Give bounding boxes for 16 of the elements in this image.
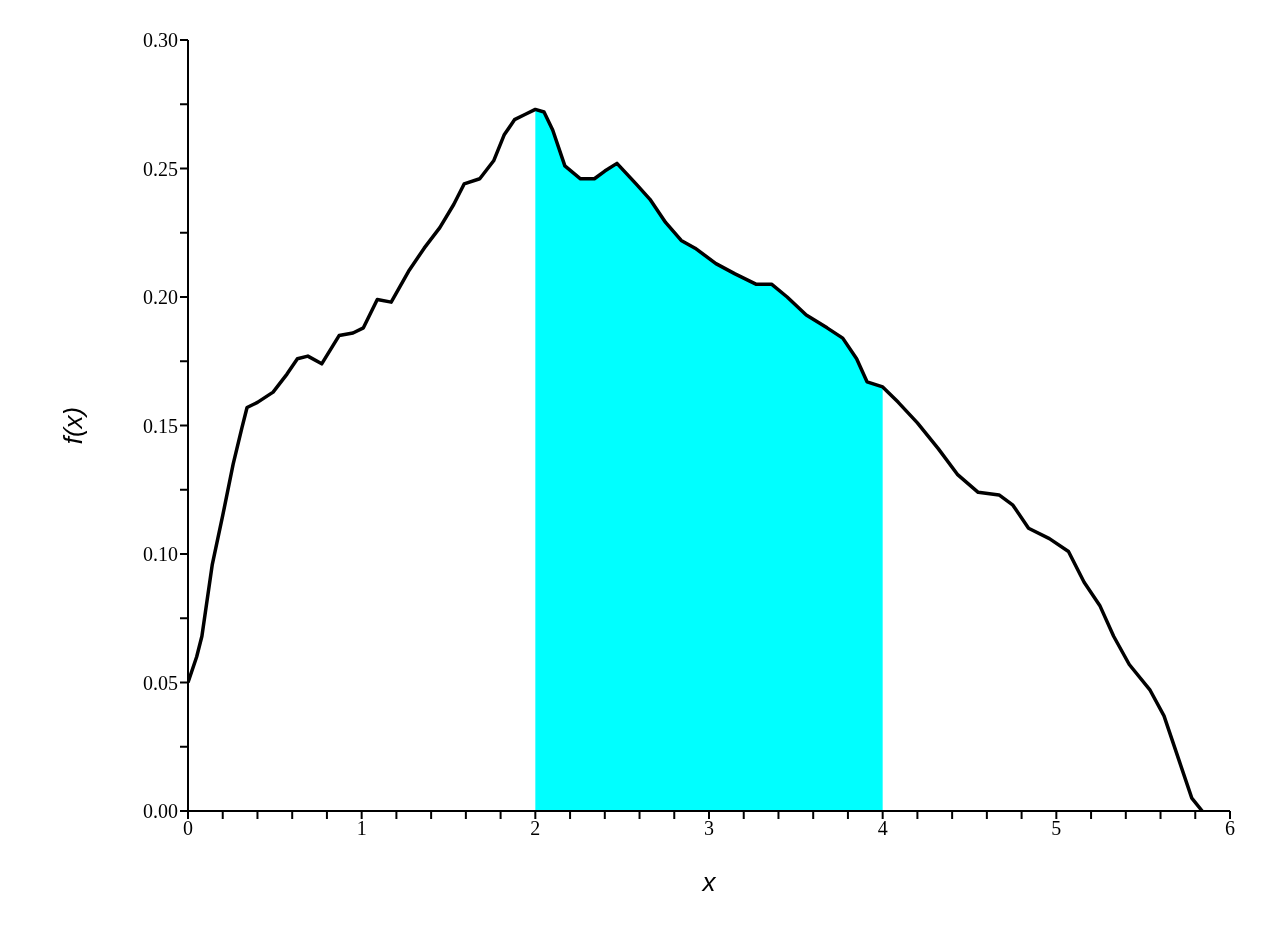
y-axis-title: f(x) [58, 406, 89, 445]
y-tick-label: 0.05 [143, 671, 178, 694]
x-tick-label: 4 [877, 817, 888, 840]
x-tick-label: 1 [356, 817, 367, 840]
y-tick-label: 0.00 [143, 800, 178, 823]
y-tick-label: 0.20 [143, 286, 178, 309]
x-tick-label: 6 [1225, 817, 1235, 840]
y-tick-label: 0.15 [143, 414, 178, 437]
x-tick-label: 2 [530, 817, 541, 840]
x-axis-title: x [700, 867, 717, 897]
x-tick-label: 0 [183, 817, 193, 840]
y-tick-label: 0.25 [143, 157, 178, 180]
y-tick-label: 0.30 [143, 29, 178, 52]
y-tick-label: 0.10 [143, 543, 178, 566]
x-tick-label: 5 [1051, 817, 1062, 840]
x-tick-label: 3 [704, 817, 714, 840]
